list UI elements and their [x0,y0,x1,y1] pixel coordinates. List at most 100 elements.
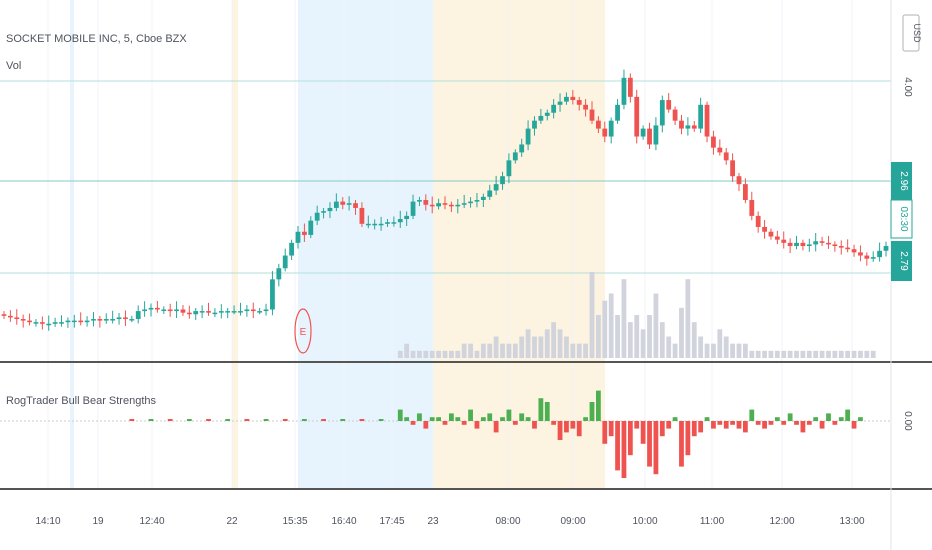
time-axis[interactable]: 14:10 19 12:40 22 15:35 16:40 17:45 23 08:00 09:0… [35,516,864,527]
candle-body [711,136,716,148]
volume-bar [602,300,608,358]
oscillator-bar [621,421,627,478]
candle-body [206,311,211,313]
candle-body [321,211,326,213]
candle-body [110,319,116,321]
price-scale[interactable]: 4.00 2.96 03:30 2.79 0.00 [890,77,913,431]
candle-body [544,112,550,116]
time-label-6: 17:45 [379,516,404,527]
volume-bar [500,343,505,358]
candle-body [65,320,71,323]
volume-bar [647,315,652,358]
candle-body [768,231,774,237]
oscillator-bar [468,409,473,421]
volume-bar [845,350,851,358]
volume-bar [659,322,665,358]
oscillator-bar [832,421,838,425]
candle-body [698,104,704,129]
candle-body [608,120,614,137]
candle-body [91,319,96,321]
candle-body [685,125,691,129]
candlestick-series [1,69,889,331]
volume-bar [813,350,819,358]
candle-body [762,226,767,232]
candle-body [845,247,851,250]
currency-button[interactable]: USD [902,14,922,52]
volume-bar [634,315,640,358]
oscillator-bar [602,421,608,444]
candle-body [564,96,569,102]
candle-body [583,104,589,110]
volume-bar [858,350,863,358]
volume-bar [615,315,620,358]
time-label-9: 09:00 [560,516,585,527]
candle-body [512,152,518,161]
candle-body [385,222,390,224]
candle-body [270,279,275,310]
volume-bar [436,350,442,358]
candle-body [20,319,26,321]
oscillator-bar [263,419,269,421]
session-shading-thin-1 [232,0,238,490]
candle-body [723,152,729,161]
candle-body [308,220,314,235]
oscillator-bar [493,421,499,433]
candle-body [736,176,742,185]
oscillator-bar [429,417,435,421]
candle-body [800,242,806,247]
candle-body [883,246,889,251]
volume-bar [627,322,633,358]
candle-body [468,201,473,204]
oscillator-bar [736,421,742,429]
candle-body [749,200,755,216]
volume-bar [595,315,601,358]
candle-body [621,77,627,105]
oscillator-bar [225,419,231,421]
candle-body [551,104,557,113]
volume-bar [417,350,422,358]
candle-body [704,104,710,137]
earnings-marker[interactable]: E [294,308,312,354]
volume-bar [538,336,544,358]
candle-body [301,231,307,235]
time-label-7: 23 [427,516,439,527]
candle-body [506,160,512,177]
volume-bar [468,343,473,358]
oscillator-bar [691,421,697,437]
oscillator-bar [672,417,678,421]
volume-bar [551,322,557,358]
candle-body [461,203,467,205]
candle-body [672,109,678,121]
volume-bar [461,343,467,358]
candle-body [314,212,320,221]
candle-body [186,312,192,315]
candle-body [116,317,122,320]
volume-bar [557,329,563,358]
candle-body [742,184,748,201]
oscillator-bar [723,421,729,429]
volume-bar [768,350,774,358]
oscillator-bar [826,413,831,421]
premarket-shading [433,0,605,490]
candle-body [813,241,819,245]
oscillator-bar [378,419,384,421]
volume-bar [480,343,486,358]
oscillator-bar [659,421,665,437]
candle-body [7,315,13,318]
pane-separator-bottom[interactable] [0,488,932,490]
currency-label: USD [912,23,922,43]
candle-body [679,120,684,129]
candle-body [858,252,863,256]
volume-bar [653,293,659,358]
candle-body [282,255,288,269]
volume-bar [691,322,697,358]
pane-separator-top[interactable] [0,361,932,363]
oscillator-zero-label: 0.00 [902,411,913,431]
candle-body [774,236,780,240]
oscillator-bar [301,419,307,421]
candle-body [755,215,761,227]
oscillator-bar [634,421,640,429]
candle-body [532,120,537,129]
volume-bar [832,350,838,358]
